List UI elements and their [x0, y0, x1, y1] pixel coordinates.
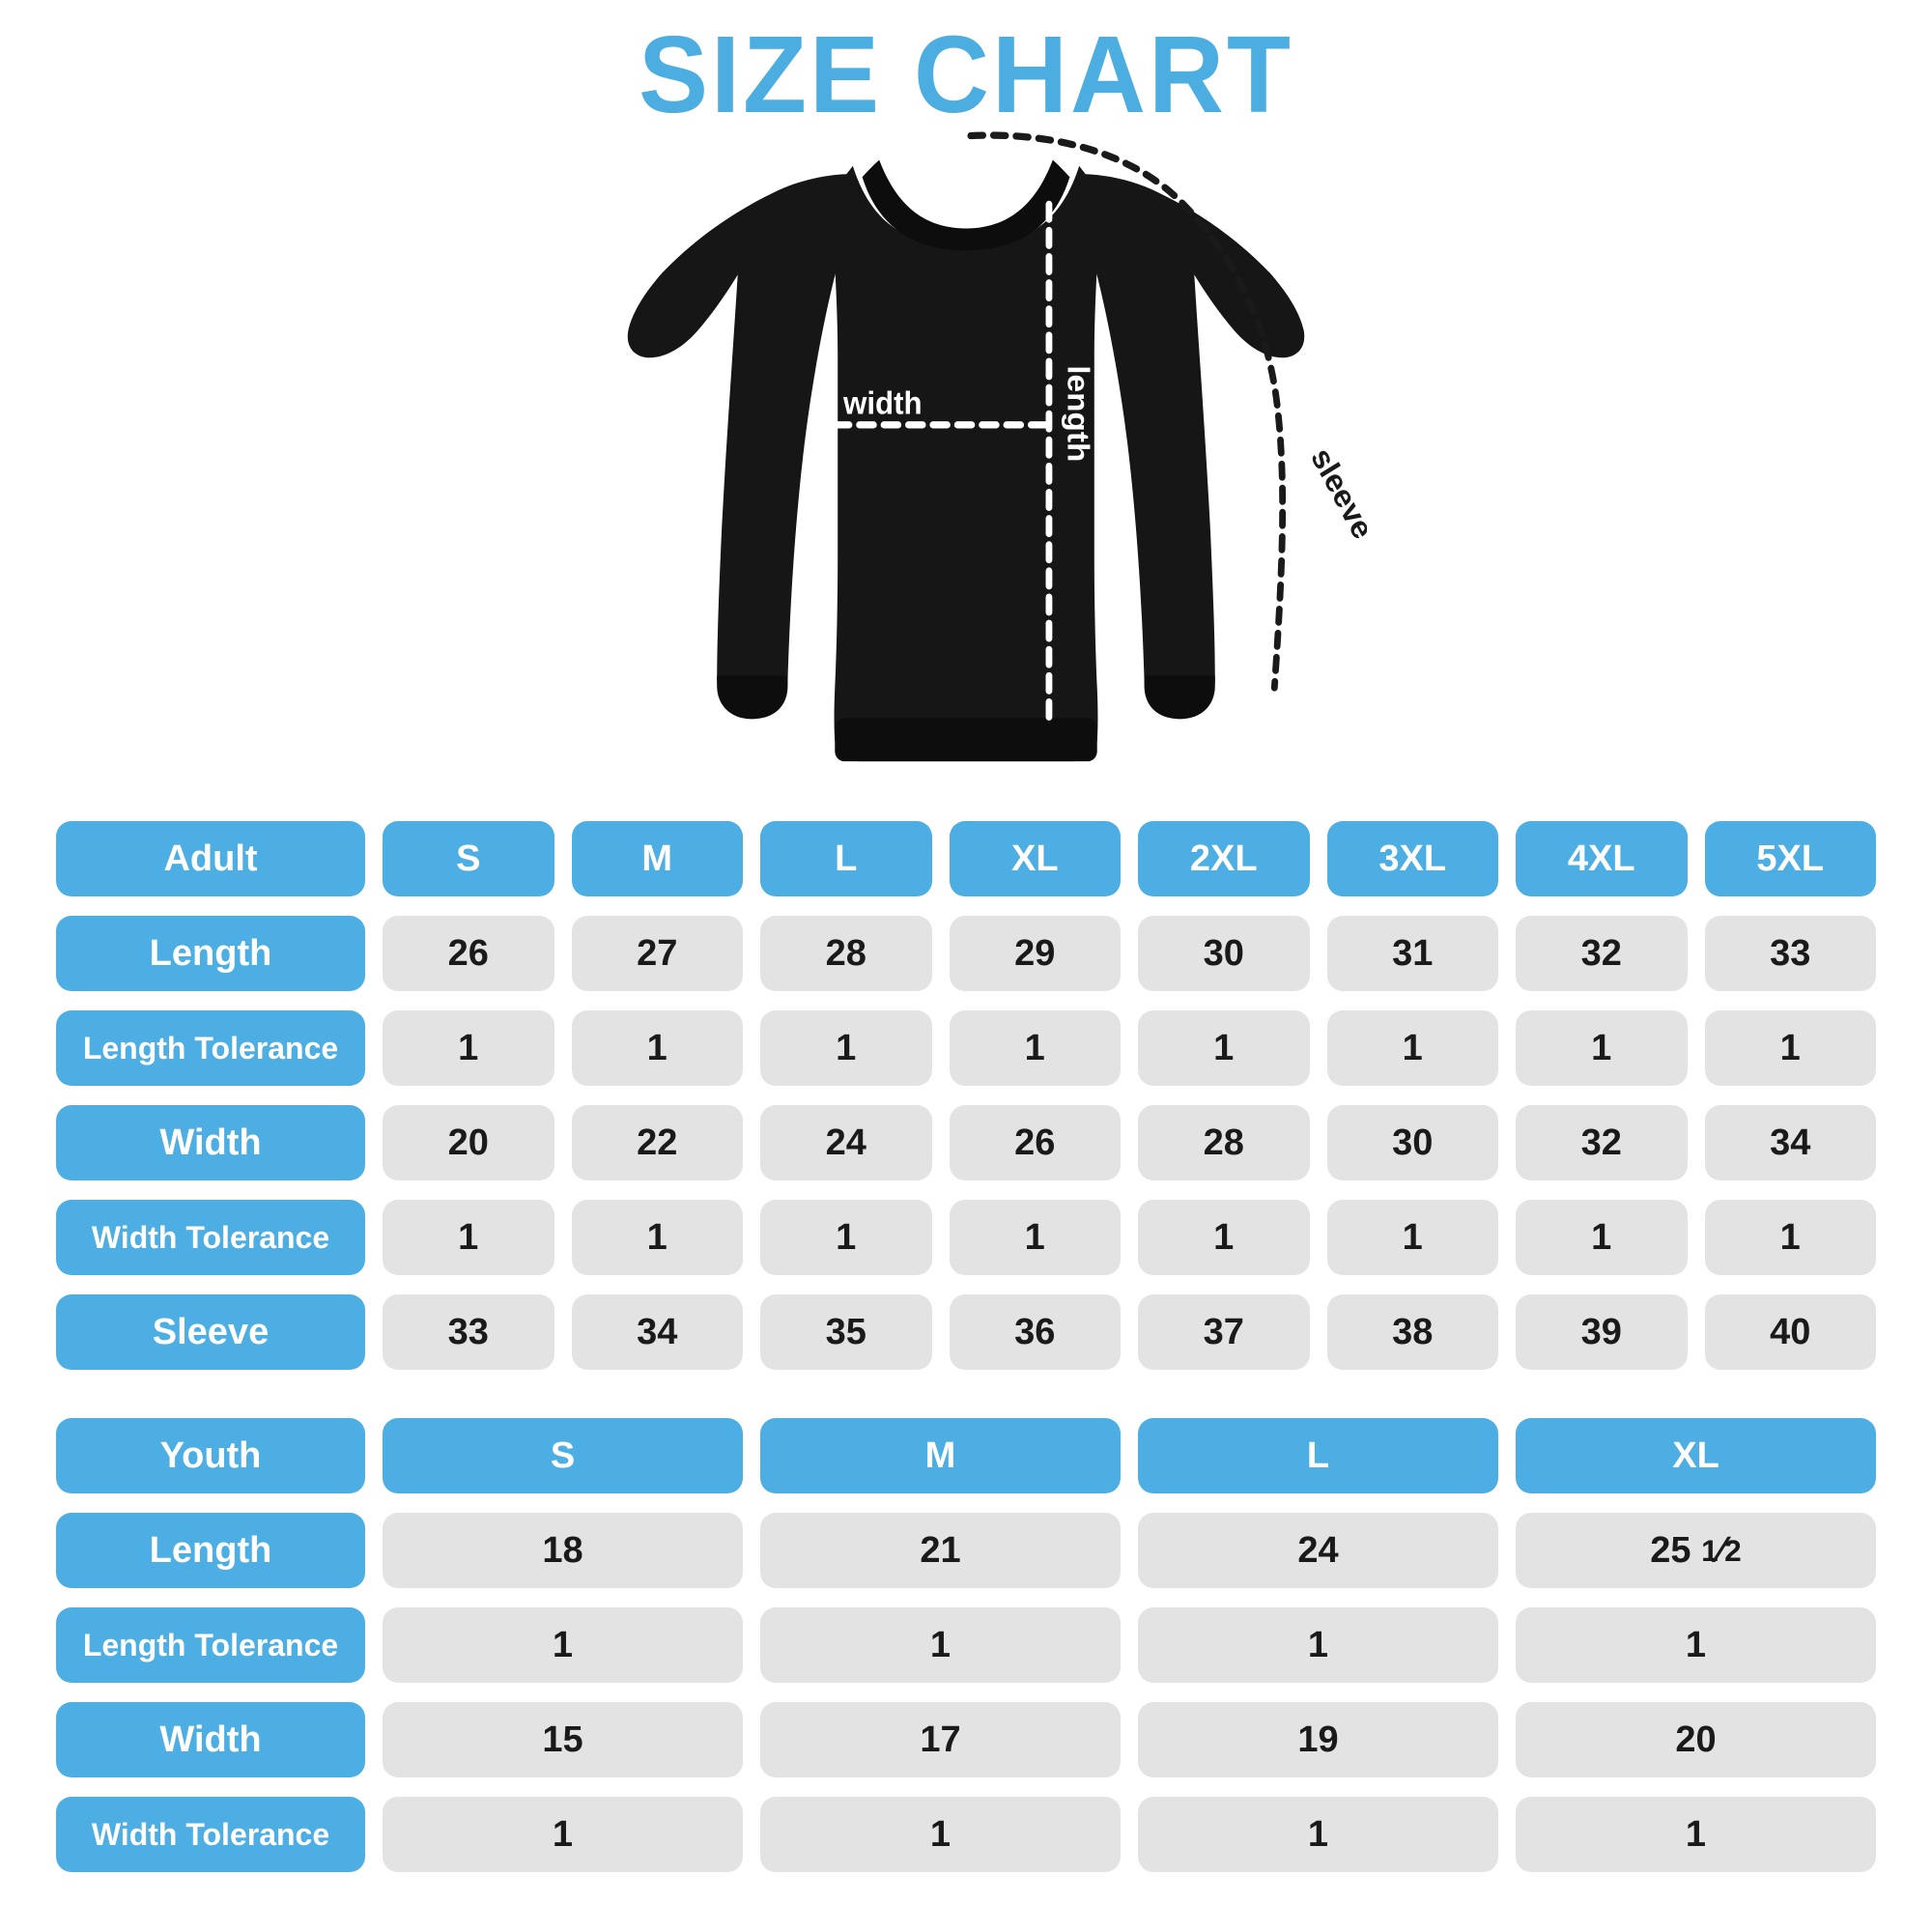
svg-text:width: width	[842, 384, 923, 420]
svg-text:length: length	[1062, 365, 1095, 462]
svg-text:sleeve: sleeve	[1305, 441, 1367, 545]
